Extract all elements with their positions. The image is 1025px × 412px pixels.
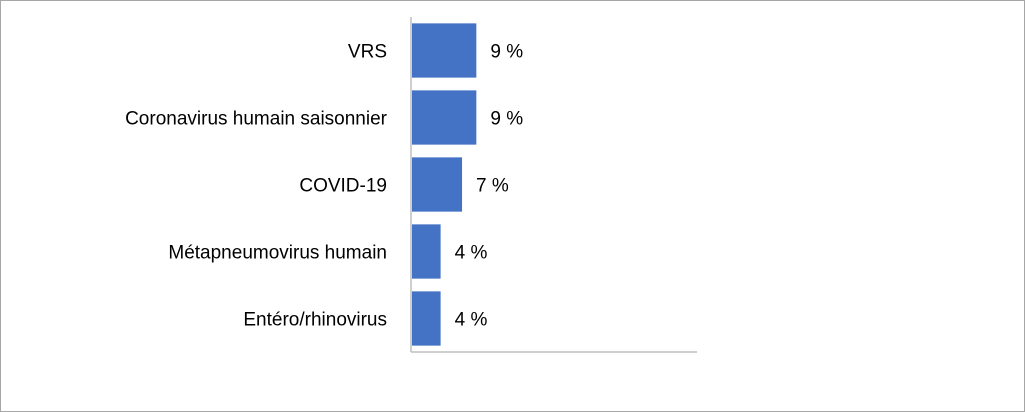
category-label: VRS: [348, 42, 387, 63]
data-label: 4 %: [455, 243, 488, 264]
bar: [412, 224, 441, 279]
bar: [412, 157, 463, 212]
category-label: Entéro/rhinovirus: [243, 310, 387, 331]
data-label: 9 %: [490, 42, 523, 63]
category-label: Métapneumovirus humain: [168, 243, 387, 264]
data-label: 4 %: [455, 310, 488, 331]
bar: [412, 291, 441, 346]
data-label: 7 %: [476, 176, 509, 197]
data-label: 9 %: [490, 109, 523, 130]
category-label: COVID-19: [299, 176, 387, 197]
category-label: Coronavirus humain saisonnier: [125, 109, 388, 130]
bar: [412, 90, 477, 145]
bar: [412, 23, 477, 78]
